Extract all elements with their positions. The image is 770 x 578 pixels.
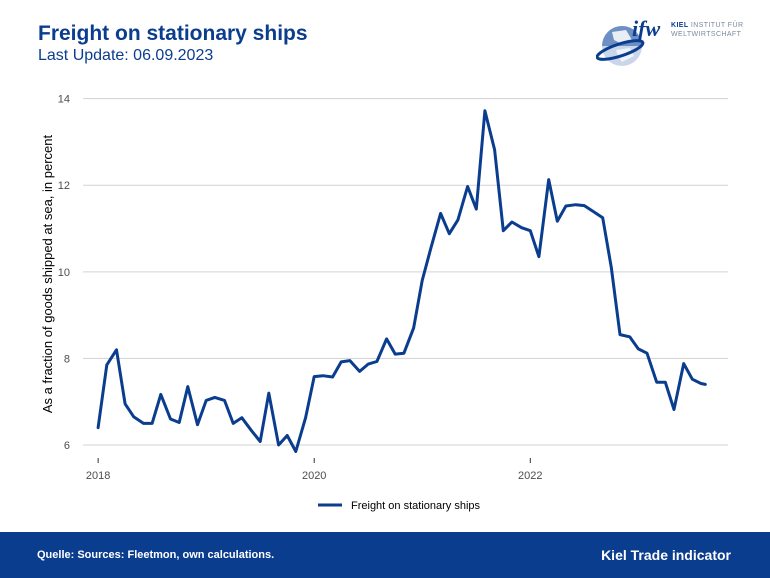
x-tick-label-2022: 2022 xyxy=(518,470,542,482)
logo-institut: INSTITUT FÜR xyxy=(688,22,744,29)
series-line-0 xyxy=(96,109,707,453)
series-layer xyxy=(96,109,707,453)
legend-label: Freight on stationary ships xyxy=(351,500,481,512)
y-axis-ticks: 6 8 10 12 14 xyxy=(58,94,70,452)
last-update-label: Last Update: 06.09.2023 xyxy=(38,47,214,64)
x-tick-label-2020: 2020 xyxy=(302,470,326,482)
y-tick-label-8: 8 xyxy=(64,353,70,365)
y-tick-label-12: 12 xyxy=(58,180,70,192)
source-note: Quelle: Sources: Fleetmon, own calculati… xyxy=(37,549,275,561)
chart-title: Freight on stationary ships xyxy=(38,22,308,45)
y-tick-label-14: 14 xyxy=(58,94,70,106)
globe-icon xyxy=(596,26,645,66)
line-chart: 6 8 10 12 14 2018 2020 2022 As a fraction of g… xyxy=(40,94,728,512)
grid-lines xyxy=(83,98,728,446)
x-tick-label-2018: 2018 xyxy=(86,470,110,482)
footer-bar: Quelle: Sources: Fleetmon, own calculati… xyxy=(0,532,770,578)
y-axis-label: As a fraction of goods shipped at sea, i… xyxy=(40,134,55,413)
logo-kiel: KIEL xyxy=(671,22,689,29)
y-tick-label-10: 10 xyxy=(58,267,70,279)
brand-label: Kiel Trade indicator xyxy=(601,547,731,563)
logo-line-2: WELTWIRTSCHAFT xyxy=(671,31,742,38)
ifw-logo: ifw KIEL INSTITUT FÜR WELTWIRTSCHAFT xyxy=(596,14,746,74)
logo-line-1: KIEL INSTITUT FÜR xyxy=(671,22,743,29)
x-axis-ticks: 2018 2020 2022 xyxy=(86,458,543,482)
y-tick-label-6: 6 xyxy=(64,440,70,452)
ifw-mark: ifw xyxy=(632,16,661,41)
legend: Freight on stationary ships xyxy=(318,500,481,512)
